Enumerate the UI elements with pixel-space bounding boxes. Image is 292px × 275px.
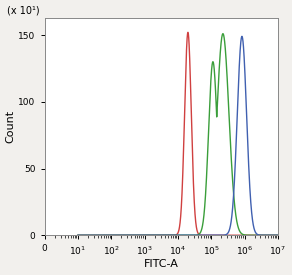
X-axis label: FITC-A: FITC-A <box>144 259 179 270</box>
Text: (x 10¹): (x 10¹) <box>7 6 40 15</box>
Y-axis label: Count: Count <box>6 110 15 143</box>
